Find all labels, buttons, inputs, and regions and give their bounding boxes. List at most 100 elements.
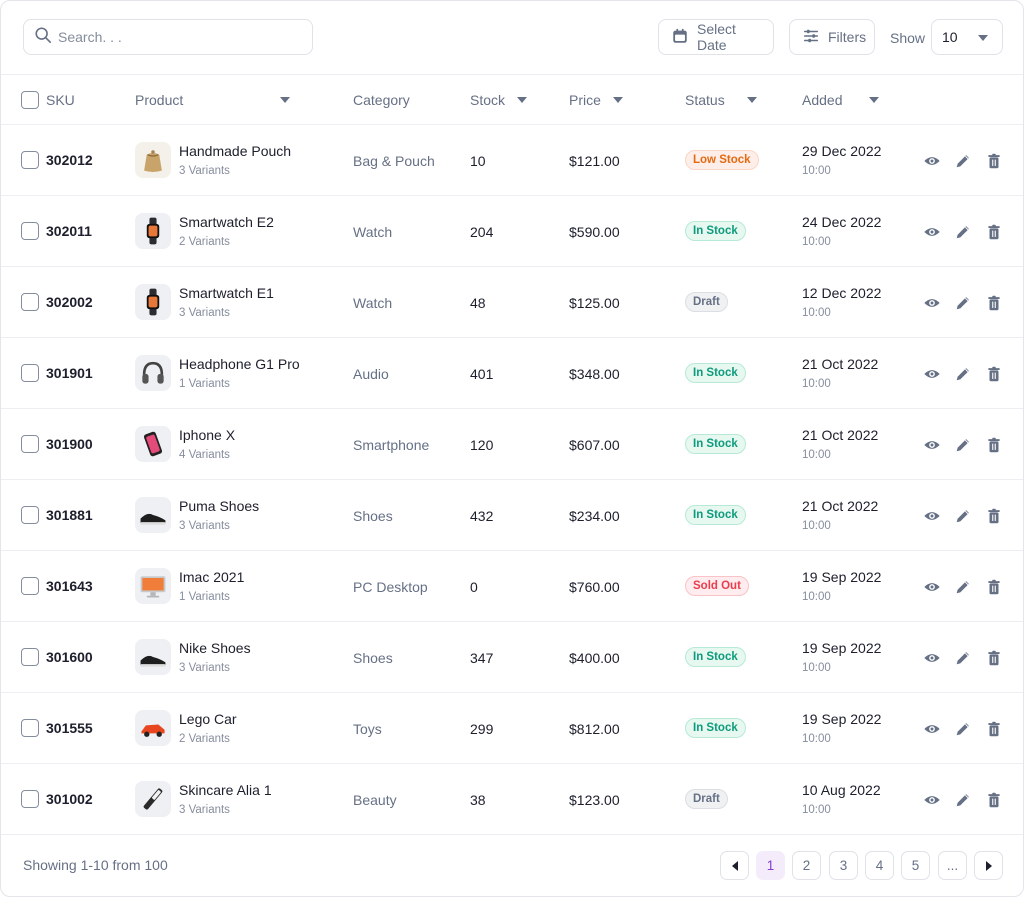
filters-button[interactable]: Filters <box>789 19 875 55</box>
prev-page-button[interactable] <box>720 851 749 880</box>
table-row[interactable]: 301555 Lego Car 2 Variants Toys 299 $812… <box>1 693 1023 764</box>
select-all-checkbox[interactable] <box>21 91 39 109</box>
edit-icon[interactable] <box>953 719 973 739</box>
delete-icon[interactable] <box>984 293 1004 313</box>
row-checkbox[interactable] <box>21 364 39 382</box>
status-badge: In Stock <box>685 434 746 454</box>
edit-icon[interactable] <box>953 648 973 668</box>
view-icon[interactable] <box>922 293 942 313</box>
stock-cell: 299 <box>470 721 494 737</box>
edit-icon[interactable] <box>953 435 973 455</box>
edit-icon[interactable] <box>953 364 973 384</box>
search-input[interactable] <box>58 29 298 45</box>
view-icon[interactable] <box>922 506 942 526</box>
edit-icon[interactable] <box>953 293 973 313</box>
delete-icon[interactable] <box>984 790 1004 810</box>
product-name[interactable]: Nike Shoes <box>179 640 251 656</box>
product-name[interactable]: Iphone X <box>179 427 236 443</box>
column-header-added[interactable]: Added <box>802 92 880 108</box>
product-name[interactable]: Lego Car <box>179 711 237 727</box>
page-button[interactable]: 5 <box>901 851 930 880</box>
row-checkbox[interactable] <box>21 790 39 808</box>
page-button[interactable]: 1 <box>756 851 785 880</box>
sort-icon[interactable] <box>280 97 291 103</box>
row-checkbox[interactable] <box>21 293 39 311</box>
table-row[interactable]: 301600 Nike Shoes 3 Variants Shoes 347 $… <box>1 622 1023 693</box>
page-button[interactable]: 2 <box>792 851 821 880</box>
edit-icon[interactable] <box>953 790 973 810</box>
delete-icon[interactable] <box>984 222 1004 242</box>
row-checkbox[interactable] <box>21 648 39 666</box>
table-row[interactable]: 301002 Skincare Alia 1 3 Variants Beauty… <box>1 764 1023 835</box>
delete-icon[interactable] <box>984 151 1004 171</box>
view-icon[interactable] <box>922 790 942 810</box>
table-row[interactable]: 302012 Handmade Pouch 3 Variants Bag & P… <box>1 125 1023 196</box>
product-name[interactable]: Handmade Pouch <box>179 143 292 159</box>
sku-cell: 301643 <box>46 578 93 594</box>
delete-icon[interactable] <box>984 577 1004 597</box>
added-date: 19 Sep 2022 <box>802 711 882 727</box>
select-date-button[interactable]: Select Date <box>658 19 774 55</box>
added-time: 10:00 <box>802 165 831 177</box>
rows-per-page-select[interactable]: 10 <box>931 19 1003 55</box>
product-name[interactable]: Puma Shoes <box>179 498 260 514</box>
view-icon[interactable] <box>922 577 942 597</box>
search-box[interactable] <box>23 19 313 55</box>
table-row[interactable]: 302011 Smartwatch E2 2 Variants Watch 20… <box>1 196 1023 267</box>
row-checkbox[interactable] <box>21 577 39 595</box>
delete-icon[interactable] <box>984 364 1004 384</box>
added-time: 10:00 <box>802 449 831 461</box>
column-header-price[interactable]: Price <box>569 92 623 108</box>
product-name[interactable]: Smartwatch E2 <box>179 214 274 230</box>
row-checkbox[interactable] <box>21 435 39 453</box>
stock-cell: 48 <box>470 295 486 311</box>
row-checkbox[interactable] <box>21 222 39 240</box>
edit-icon[interactable] <box>953 577 973 597</box>
table-row[interactable]: 301901 Headphone G1 Pro 1 Variants Audio… <box>1 338 1023 409</box>
status-badge: Low Stock <box>685 150 759 170</box>
delete-icon[interactable] <box>984 648 1004 668</box>
table-row[interactable]: 302002 Smartwatch E1 3 Variants Watch 48… <box>1 267 1023 338</box>
table-row[interactable]: 301643 Imac 2021 1 Variants PC Desktop 0… <box>1 551 1023 622</box>
view-icon[interactable] <box>922 364 942 384</box>
page-button[interactable]: 4 <box>865 851 894 880</box>
page-button[interactable]: 3 <box>829 851 858 880</box>
row-checkbox[interactable] <box>21 151 39 169</box>
view-icon[interactable] <box>922 222 942 242</box>
sort-icon[interactable] <box>517 97 528 103</box>
column-header-status[interactable]: Status <box>685 92 757 108</box>
price-cell: $607.00 <box>569 437 620 453</box>
view-icon[interactable] <box>922 648 942 668</box>
sku-cell: 302011 <box>46 223 92 239</box>
next-page-button[interactable] <box>974 851 1003 880</box>
page-ellipsis[interactable]: ... <box>938 851 967 880</box>
edit-icon[interactable] <box>953 222 973 242</box>
added-time: 10:00 <box>802 804 831 816</box>
view-icon[interactable] <box>922 719 942 739</box>
view-icon[interactable] <box>922 151 942 171</box>
desktop-icon <box>135 568 171 604</box>
sort-icon[interactable] <box>612 97 623 103</box>
sort-icon[interactable] <box>746 97 757 103</box>
column-header-product[interactable]: Product <box>135 92 291 108</box>
product-name[interactable]: Imac 2021 <box>179 569 245 585</box>
delete-icon[interactable] <box>984 506 1004 526</box>
delete-icon[interactable] <box>984 719 1004 739</box>
toy-car-icon <box>135 710 171 746</box>
product-name[interactable]: Skincare Alia 1 <box>179 782 272 798</box>
edit-icon[interactable] <box>953 151 973 171</box>
column-header-stock[interactable]: Stock <box>470 92 528 108</box>
view-icon[interactable] <box>922 435 942 455</box>
row-checkbox[interactable] <box>21 719 39 737</box>
table-row[interactable]: 301881 Puma Shoes 3 Variants Shoes 432 $… <box>1 480 1023 551</box>
delete-icon[interactable] <box>984 435 1004 455</box>
show-label: Show <box>890 30 926 46</box>
category-cell: Smartphone <box>353 437 430 453</box>
table-row[interactable]: 301900 Iphone X 4 Variants Smartphone 12… <box>1 409 1023 480</box>
edit-icon[interactable] <box>953 506 973 526</box>
chevron-left-icon <box>731 860 738 871</box>
sort-icon[interactable] <box>869 97 880 103</box>
row-checkbox[interactable] <box>21 506 39 524</box>
product-name[interactable]: Smartwatch E1 <box>179 285 274 301</box>
product-name[interactable]: Headphone G1 Pro <box>179 356 300 372</box>
